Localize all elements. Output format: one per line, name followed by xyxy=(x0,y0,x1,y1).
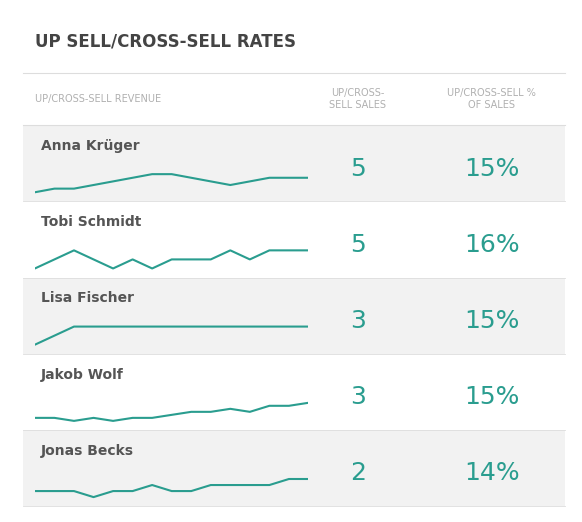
Text: Jakob Wolf: Jakob Wolf xyxy=(41,367,123,382)
Text: Tobi Schmidt: Tobi Schmidt xyxy=(41,215,141,229)
Text: UP SELL/CROSS-SELL RATES: UP SELL/CROSS-SELL RATES xyxy=(35,33,296,51)
Text: 15%: 15% xyxy=(464,157,520,181)
Text: 3: 3 xyxy=(350,309,366,333)
Text: Anna Krüger: Anna Krüger xyxy=(41,139,139,153)
Text: 5: 5 xyxy=(350,157,366,181)
Text: UP/CROSS-SELL %
OF SALES: UP/CROSS-SELL % OF SALES xyxy=(448,88,536,110)
Text: UP/CROSS-
SELL SALES: UP/CROSS- SELL SALES xyxy=(329,88,386,110)
Text: 5: 5 xyxy=(350,233,366,257)
Text: 14%: 14% xyxy=(464,461,520,485)
Text: 15%: 15% xyxy=(464,385,520,409)
Text: 2: 2 xyxy=(350,461,366,485)
Text: 15%: 15% xyxy=(464,309,520,333)
Text: UP/CROSS-SELL REVENUE: UP/CROSS-SELL REVENUE xyxy=(35,94,161,104)
Text: 16%: 16% xyxy=(464,233,520,257)
Text: Lisa Fischer: Lisa Fischer xyxy=(41,291,134,305)
Text: 3: 3 xyxy=(350,385,366,409)
Text: Jonas Becks: Jonas Becks xyxy=(41,444,134,458)
